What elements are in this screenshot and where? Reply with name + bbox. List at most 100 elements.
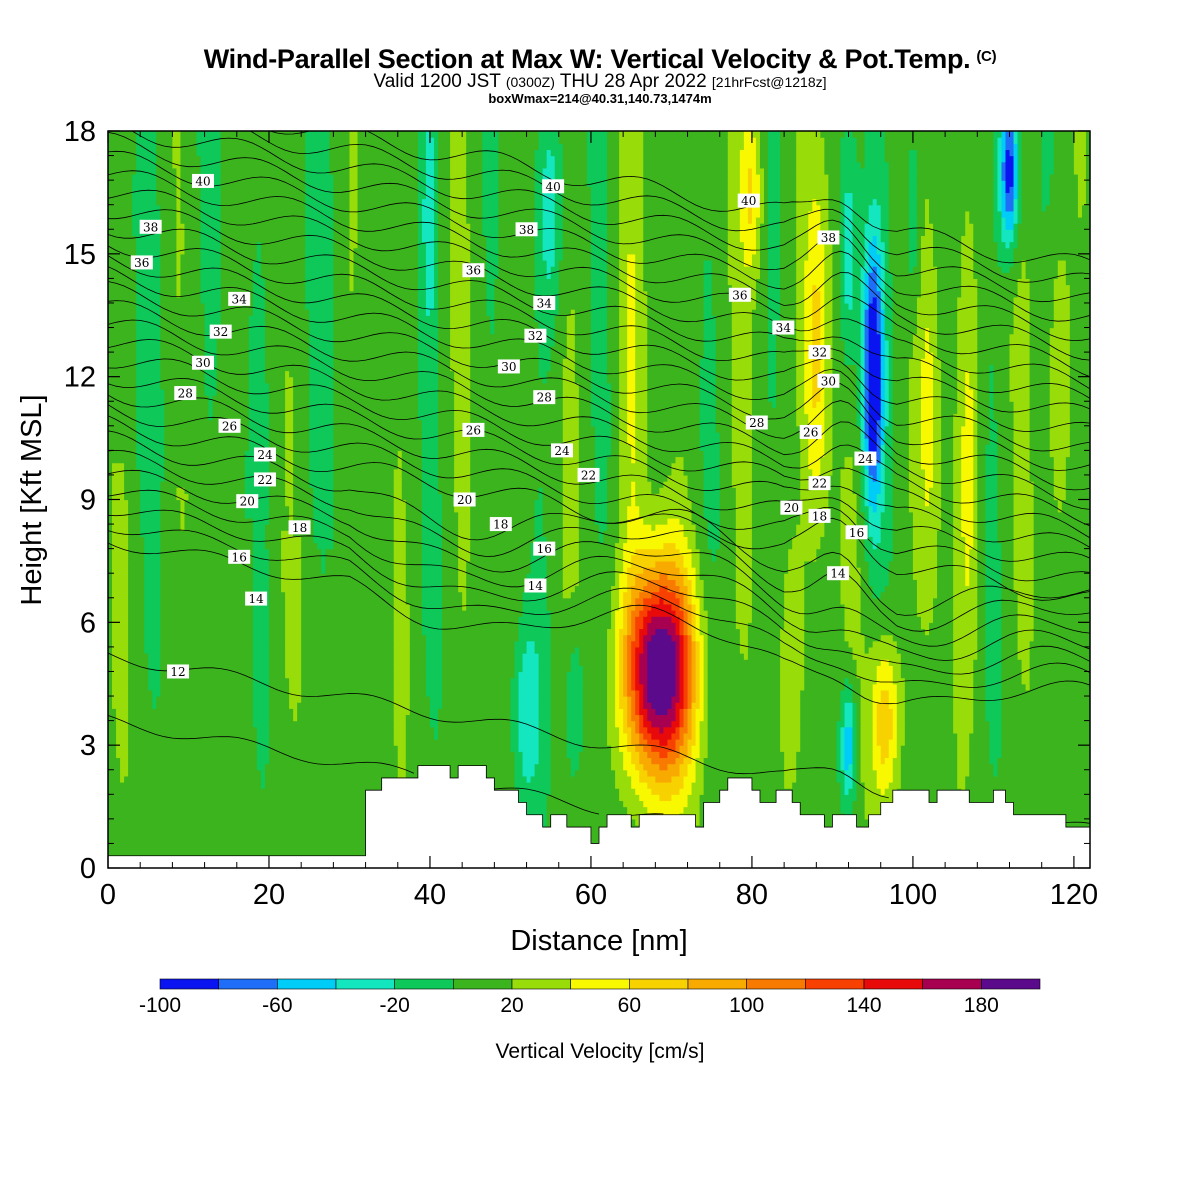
field-cell bbox=[208, 468, 214, 476]
field-cell bbox=[184, 825, 190, 832]
field-cell bbox=[108, 481, 113, 488]
field-cell bbox=[256, 732, 262, 740]
field-cell bbox=[156, 419, 161, 427]
field-cell bbox=[212, 137, 218, 144]
field-cell bbox=[184, 530, 190, 537]
field-cell bbox=[136, 788, 141, 795]
field-cell bbox=[108, 376, 113, 384]
field-cell bbox=[252, 358, 258, 365]
field-cell bbox=[136, 180, 141, 187]
field-cell bbox=[128, 689, 133, 697]
field-cell bbox=[132, 818, 137, 826]
field-cell bbox=[240, 567, 246, 574]
field-cell bbox=[260, 634, 266, 642]
field-cell bbox=[152, 149, 157, 157]
field-cell bbox=[252, 560, 258, 568]
field-cell bbox=[120, 401, 125, 408]
field-cell bbox=[232, 714, 238, 722]
field-cell bbox=[248, 622, 254, 630]
field-cell bbox=[120, 720, 125, 728]
field-cell bbox=[108, 585, 113, 593]
field-cell bbox=[120, 321, 125, 329]
field-cell bbox=[124, 505, 129, 513]
field-cell bbox=[120, 493, 125, 501]
field-cell bbox=[188, 646, 194, 654]
field-cell bbox=[128, 825, 133, 832]
field-cell bbox=[248, 481, 254, 488]
field-cell bbox=[168, 284, 173, 292]
field-cell bbox=[236, 198, 242, 206]
field-cell bbox=[116, 229, 121, 237]
field-cell bbox=[132, 333, 137, 341]
field-cell bbox=[228, 505, 234, 513]
field-cell bbox=[116, 462, 121, 470]
field-cell bbox=[196, 321, 202, 329]
field-cell bbox=[228, 241, 234, 249]
field-cell bbox=[136, 376, 141, 384]
field-cell bbox=[176, 425, 182, 433]
field-cell bbox=[148, 677, 153, 685]
field-cell bbox=[132, 837, 137, 845]
field-cell bbox=[108, 388, 113, 396]
field-cell bbox=[196, 640, 202, 648]
field-cell bbox=[268, 837, 274, 845]
field-cell bbox=[160, 831, 165, 838]
field-cell bbox=[116, 757, 121, 765]
field-cell bbox=[136, 474, 141, 482]
field-cell bbox=[116, 837, 121, 845]
field-cell bbox=[120, 413, 125, 421]
field-cell bbox=[144, 794, 149, 802]
field-cell bbox=[184, 653, 190, 660]
field-cell bbox=[136, 597, 141, 605]
field-cell bbox=[172, 659, 178, 666]
field-cell bbox=[184, 167, 190, 175]
field-cell bbox=[112, 229, 117, 237]
field-cell bbox=[144, 702, 149, 709]
field-cell bbox=[116, 653, 121, 660]
field-cell bbox=[248, 554, 254, 562]
field-cell bbox=[116, 745, 121, 752]
field-cell bbox=[256, 831, 262, 838]
field-cell bbox=[132, 720, 137, 728]
field-cell bbox=[148, 370, 153, 378]
field-cell bbox=[144, 696, 149, 703]
field-cell bbox=[120, 739, 125, 746]
field-cell bbox=[164, 530, 169, 537]
field-cell bbox=[116, 253, 121, 261]
field-cell bbox=[224, 849, 230, 857]
field-cell bbox=[132, 530, 137, 537]
field-cell bbox=[260, 788, 266, 795]
field-cell bbox=[260, 659, 266, 666]
field-cell bbox=[236, 689, 242, 697]
field-cell bbox=[208, 720, 214, 728]
field-cell bbox=[168, 388, 173, 396]
field-cell bbox=[172, 585, 178, 593]
field-cell bbox=[120, 818, 125, 826]
field-cell bbox=[212, 634, 218, 642]
field-cell bbox=[136, 309, 141, 316]
field-cell bbox=[172, 253, 178, 261]
field-cell bbox=[188, 560, 194, 568]
field-cell bbox=[172, 542, 178, 550]
field-cell bbox=[192, 542, 198, 550]
field-cell bbox=[176, 493, 182, 501]
field-cell bbox=[156, 739, 161, 746]
field-cell bbox=[132, 745, 137, 752]
field-cell bbox=[268, 315, 274, 322]
field-cell bbox=[132, 653, 137, 660]
field-cell bbox=[252, 259, 258, 267]
field-cell bbox=[268, 499, 274, 507]
field-cell bbox=[200, 530, 206, 537]
field-cell bbox=[148, 610, 153, 617]
field-cell bbox=[120, 259, 125, 267]
field-cell bbox=[192, 671, 198, 679]
field-cell bbox=[152, 395, 157, 402]
field-cell bbox=[148, 782, 153, 789]
field-cell bbox=[112, 241, 117, 249]
field-cell bbox=[152, 788, 157, 795]
field-cell bbox=[152, 468, 157, 476]
field-cell bbox=[148, 628, 153, 636]
field-cell bbox=[260, 567, 266, 574]
field-cell bbox=[168, 253, 173, 261]
field-cell bbox=[120, 444, 125, 451]
